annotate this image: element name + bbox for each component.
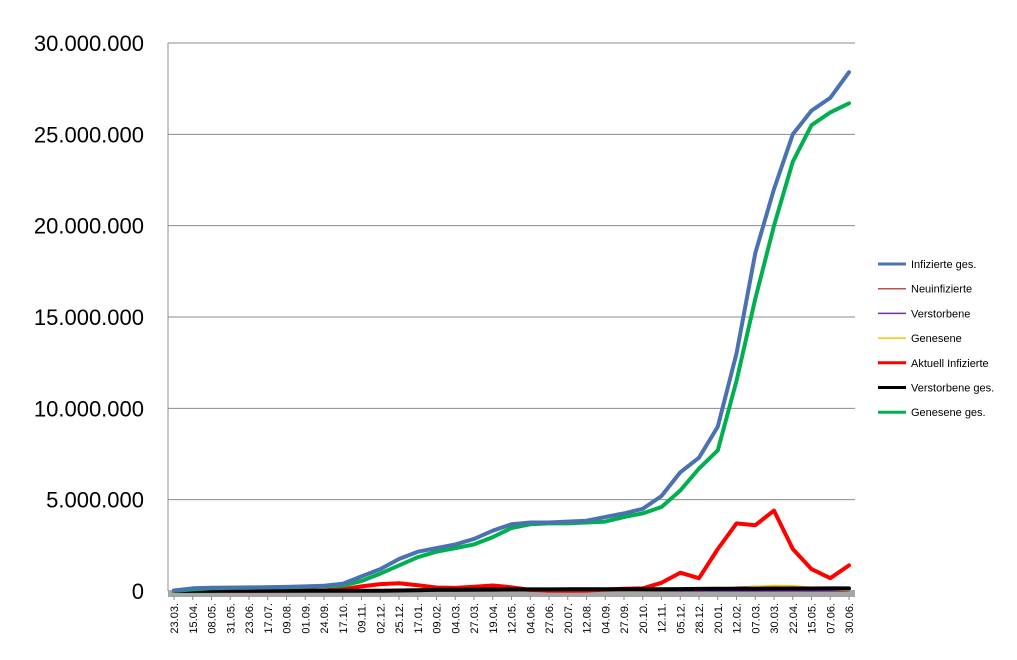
x-tick-label: 15.05. (807, 603, 819, 634)
y-tick-label: 25.000.000 (34, 122, 144, 147)
series-lines (172, 70, 851, 593)
x-tick-label: 27.06. (544, 603, 556, 634)
x-tick-label: 02.12. (375, 603, 387, 634)
x-tick-label: 22.04. (788, 603, 800, 634)
x-tick-label: 09.11. (357, 603, 369, 633)
x-tick-label: 08.05. (207, 603, 219, 634)
x-tick-label: 07.03. (750, 603, 762, 634)
legend-label: Genesene ges. (911, 407, 986, 419)
legend-label: Aktuell Infizierte (911, 358, 989, 370)
x-tick-label: 01.09. (300, 603, 312, 634)
x-tick-label: 30.06. (844, 603, 856, 634)
y-tick-label: 20.000.000 (34, 214, 144, 239)
legend-label: Verstorbene ges. (911, 383, 994, 395)
x-tick-label: 23.06. (244, 603, 256, 634)
legend-label: Infizierte ges. (911, 259, 976, 271)
x-tick-label: 31.05. (225, 603, 237, 634)
x-tick-label: 20.10. (638, 603, 650, 634)
series-line-5 (172, 586, 851, 593)
x-tick-label: 12.02. (732, 603, 744, 634)
x-tick-label: 04.09. (600, 603, 612, 634)
x-tick-label: 25.12. (394, 603, 406, 634)
x-tick-label: 17.10. (338, 603, 350, 634)
series-line-0 (172, 70, 851, 593)
x-tick-label: 17.07. (263, 603, 275, 634)
x-tick-label: 30.03. (769, 603, 781, 634)
x-tick-label: 04.03. (450, 603, 462, 634)
y-tick-label: 10.000.000 (34, 396, 144, 421)
x-tick-label: 12.05. (507, 603, 519, 634)
x-tick-label: 15.04. (188, 603, 200, 634)
x-tick-label: 05.12. (675, 603, 687, 634)
x-tick-label: 12.08. (582, 603, 594, 634)
x-tick-label: 19.04. (488, 603, 500, 634)
legend: Infizierte ges. Neuinfizierte Verstorbene G… (878, 259, 994, 419)
x-tick-label: 12.11. (657, 603, 669, 633)
x-tick-label: 09.08. (282, 603, 294, 634)
legend-label: Neuinfizierte (911, 284, 972, 296)
x-tick-label: 20.07. (563, 603, 575, 634)
x-tick-label: 27.03. (469, 603, 481, 634)
x-axis-band (168, 590, 855, 597)
x-tick-label: 28.12. (694, 603, 706, 634)
x-tick-label: 09.02. (432, 603, 444, 634)
x-tick-label: 27.09. (619, 603, 631, 634)
x-tick-label: 20.01. (713, 603, 725, 634)
x-tick-label: 04.06. (525, 603, 537, 634)
x-axis: 23.03. 15.04. 08.05. 31.05. 23.06. 17.07. 09.0… (168, 590, 856, 634)
y-axis: 0 5.000.000 10.000.000 15.000.000 20.000.000… (34, 31, 169, 604)
legend-label: Genesene (911, 333, 962, 345)
y-tick-label: 30.000.000 (34, 31, 144, 56)
x-tick-label: 23.03. (169, 603, 181, 634)
gridlines (168, 42, 855, 501)
legend-label: Verstorbene (911, 308, 970, 320)
y-tick-label: 5.000.000 (46, 488, 144, 513)
series-line-6 (172, 101, 851, 593)
y-tick-label: 15.000.000 (34, 305, 144, 330)
y-tick-label: 0 (132, 579, 144, 604)
x-tick-label: 24.09. (319, 603, 331, 634)
x-tick-label: 07.06. (825, 603, 837, 634)
x-tick-label: 17.01. (413, 603, 425, 634)
